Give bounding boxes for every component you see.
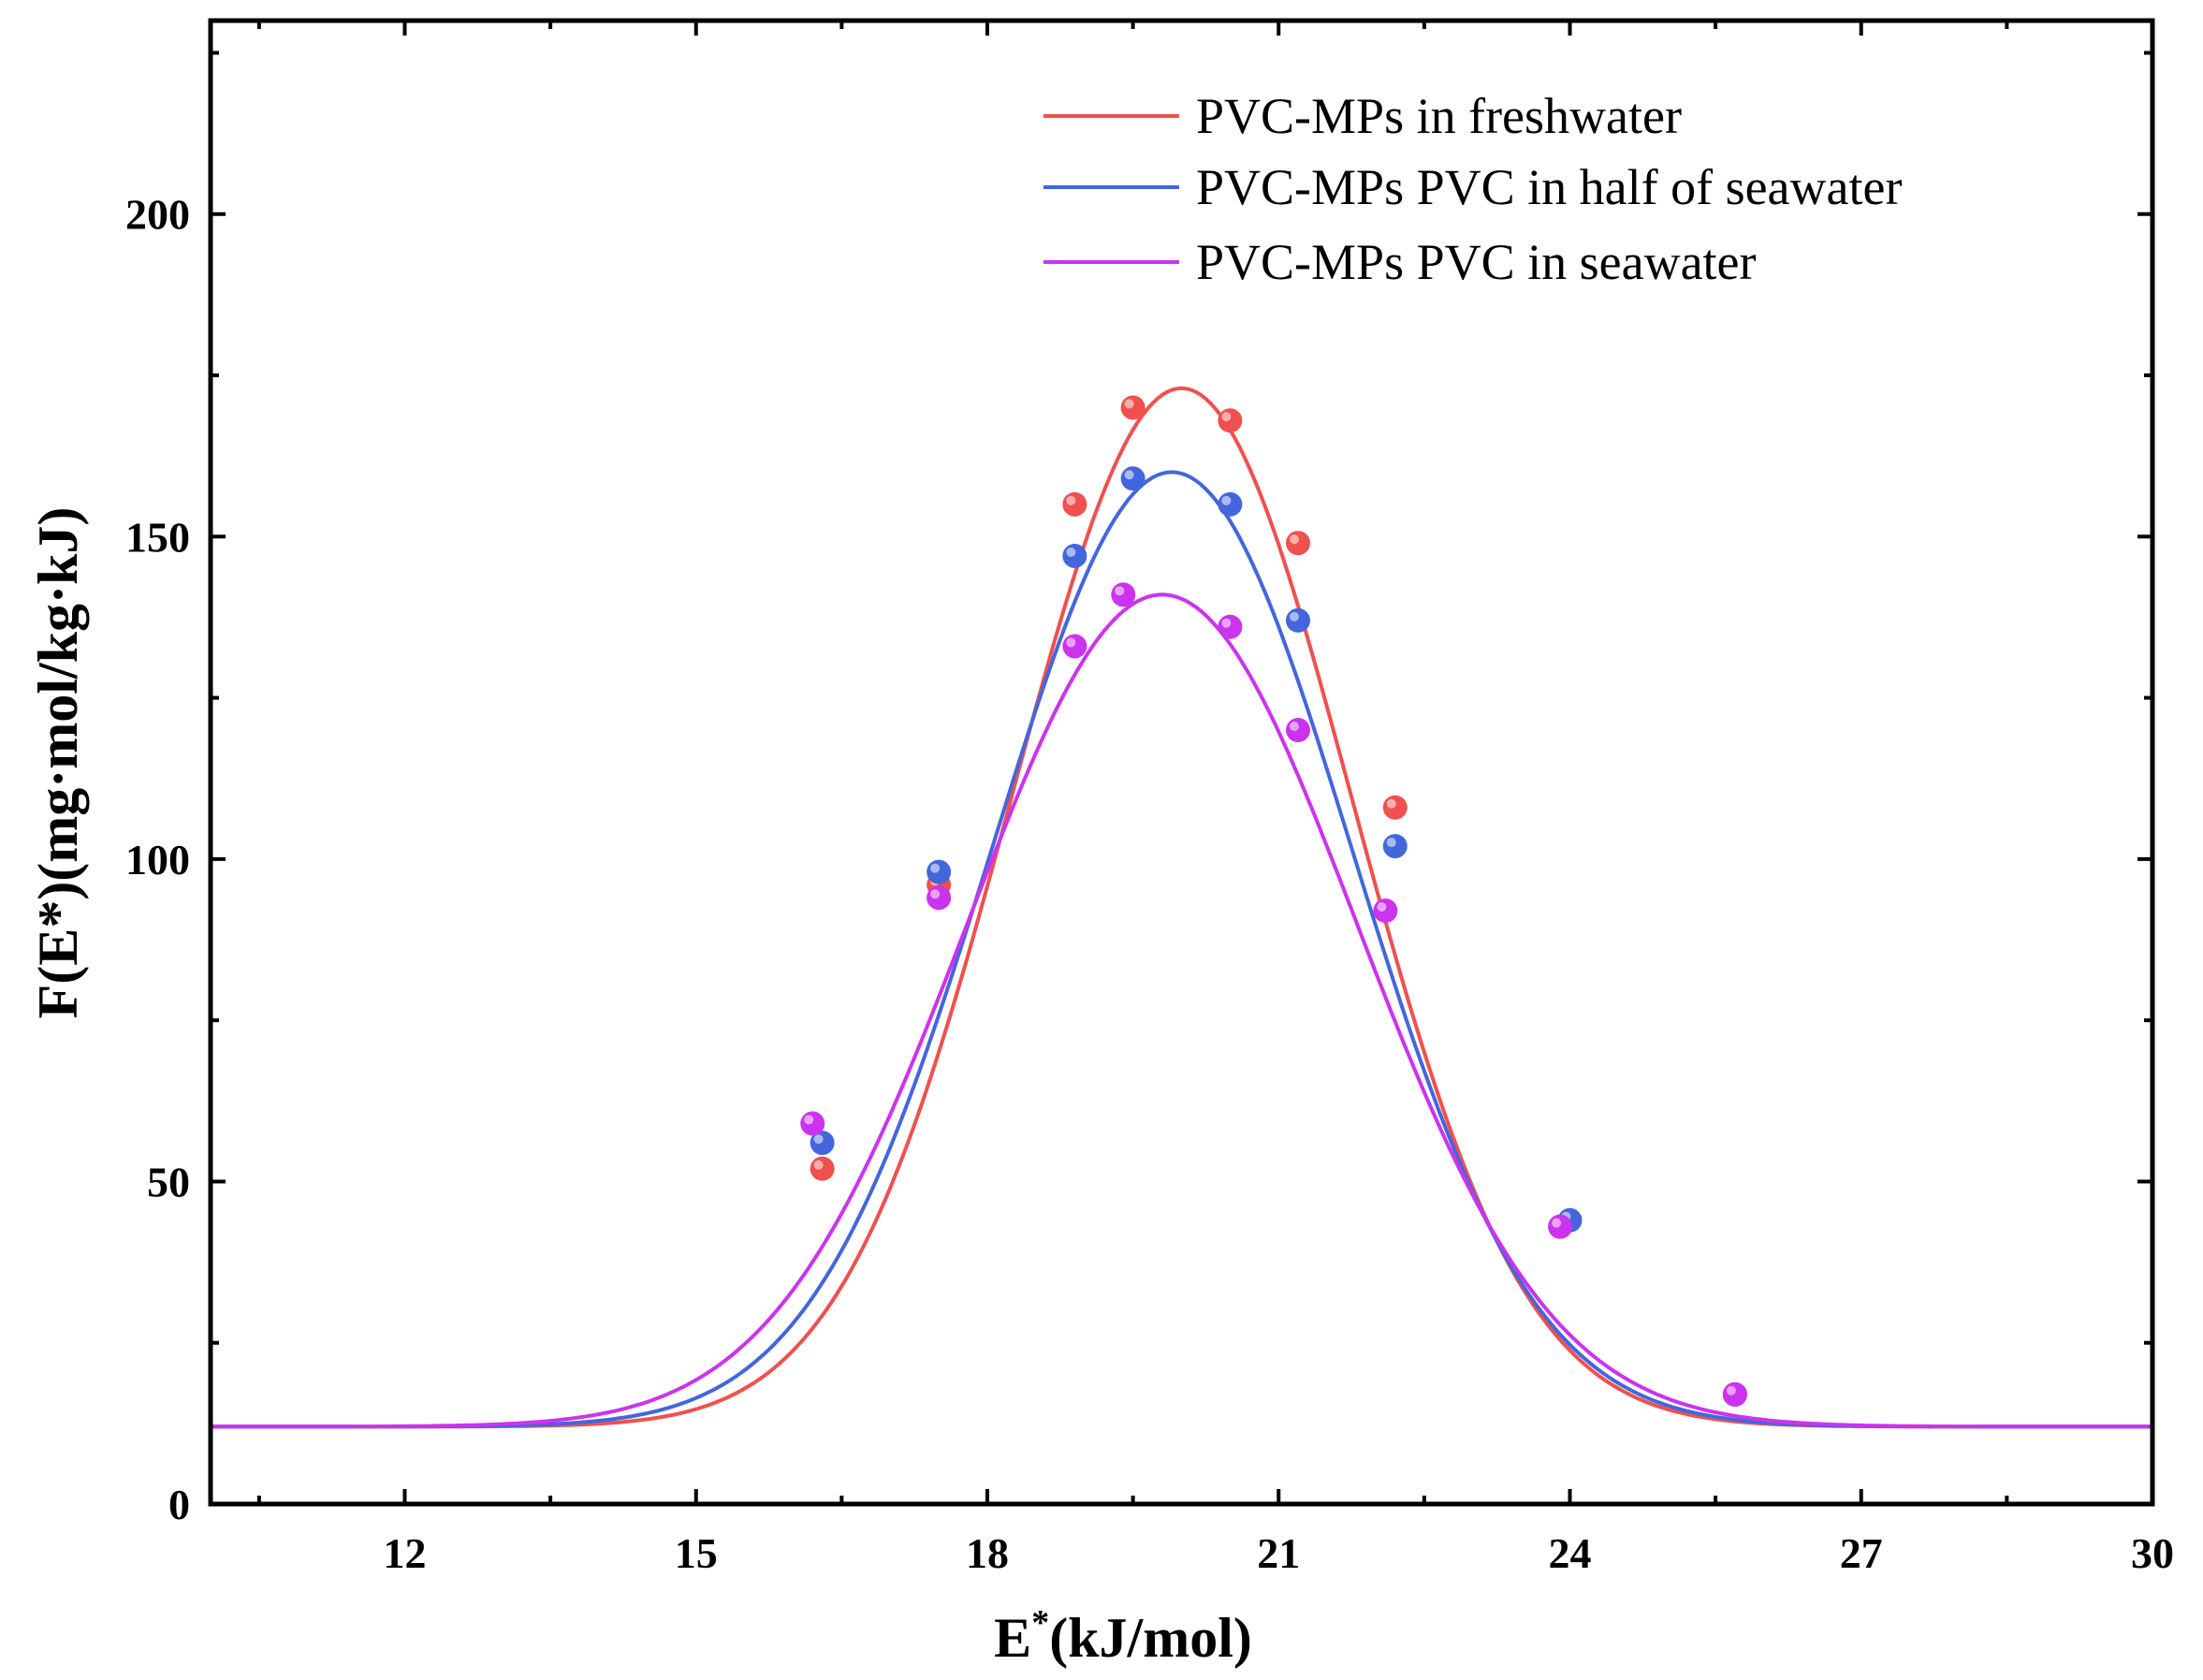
data-point-highlight <box>1552 1218 1562 1228</box>
data-point-highlight <box>1124 399 1134 409</box>
data-point-pvc-mps-pvc-in-seawater-0 <box>800 1111 825 1136</box>
y-tick-label: 200 <box>125 191 190 239</box>
plot-frame <box>208 18 2155 1507</box>
data-point-highlight <box>804 1115 814 1125</box>
data-point-pvc-mps-pvc-in-seawater-2 <box>1062 634 1087 659</box>
x-tick-label: 24 <box>1549 1529 1592 1577</box>
data-point-highlight <box>930 863 941 873</box>
data-point-highlight <box>813 1134 824 1145</box>
x-axis-title-rest: (kJ/mol) <box>1049 1607 1252 1669</box>
data-points <box>800 395 1747 1407</box>
data-point-pvc-mps-in-freshwater-6 <box>1382 795 1408 820</box>
data-point-highlight <box>930 889 941 899</box>
data-point-pvc-mps-pvc-in-half-of-seawater-1 <box>926 859 952 884</box>
x-tick-label: 12 <box>384 1529 427 1577</box>
plot-background <box>211 21 2152 1504</box>
data-point-pvc-mps-pvc-in-half-of-seawater-6 <box>1382 834 1408 859</box>
data-point-highlight <box>1124 470 1134 480</box>
y-axis-title: F(E*)(mg·mol/kg·kJ) <box>27 507 89 1019</box>
data-point-pvc-mps-in-freshwater-0 <box>810 1156 835 1181</box>
y-tick-label: 150 <box>125 513 190 561</box>
y-tick-label: 50 <box>147 1158 190 1205</box>
fit-curves <box>211 386 2152 1429</box>
data-point-pvc-mps-pvc-in-seawater-7 <box>1548 1214 1573 1239</box>
axis-ticks: 12 15 18 21 24 27 30 0 50 100 150 200 <box>125 21 2174 1577</box>
data-point-pvc-mps-pvc-in-seawater-3 <box>1111 582 1136 607</box>
x-tick-label: 21 <box>1257 1529 1300 1577</box>
y-tick-label: 100 <box>125 836 190 884</box>
data-point-pvc-mps-in-freshwater-3 <box>1120 395 1145 420</box>
legend-label-freshwater: PVC-MPs in freshwater <box>1196 88 1682 144</box>
data-point-highlight <box>1290 611 1299 621</box>
x-axis-title: E*(kJ/mol) <box>994 1603 1252 1669</box>
data-point-highlight <box>1290 534 1299 545</box>
data-point-pvc-mps-pvc-in-half-of-seawater-3 <box>1120 466 1145 491</box>
x-tick-label: 27 <box>1840 1529 1883 1577</box>
data-point-highlight <box>1115 586 1125 596</box>
data-point-highlight <box>1221 412 1232 422</box>
data-point-pvc-mps-pvc-in-seawater-4 <box>1218 614 1243 639</box>
data-point-pvc-mps-pvc-in-seawater-5 <box>1286 718 1310 743</box>
data-point-pvc-mps-pvc-in-half-of-seawater-5 <box>1286 607 1310 633</box>
x-axis-title-main: E <box>994 1607 1031 1669</box>
x-axis-title-sup: * <box>1031 1603 1049 1643</box>
data-point-pvc-mps-pvc-in-seawater-6 <box>1373 898 1398 923</box>
x-tick-label: 15 <box>675 1529 718 1577</box>
legend-label-half-seawater: PVC-MPs PVC in half of seawater <box>1196 159 1902 215</box>
data-point-highlight <box>1726 1385 1736 1395</box>
x-tick-label: 18 <box>966 1529 1009 1577</box>
data-point-highlight <box>1221 495 1232 505</box>
legend-label-seawater: PVC-MPs PVC in seawater <box>1196 234 1757 290</box>
data-point-pvc-mps-in-freshwater-5 <box>1286 531 1310 556</box>
data-point-highlight <box>1386 798 1396 809</box>
fit-curve-pvc-mps-pvc-in-seawater <box>211 592 2152 1429</box>
y-tick-label: 0 <box>168 1481 190 1528</box>
data-point-highlight <box>1066 547 1076 557</box>
data-point-highlight <box>1221 618 1232 628</box>
data-point-pvc-mps-in-freshwater-4 <box>1218 408 1243 433</box>
data-point-highlight <box>1377 902 1387 912</box>
data-point-highlight <box>1066 495 1076 505</box>
data-point-highlight <box>813 1160 824 1170</box>
legend: PVC-MPs in freshwater PVC-MPs PVC in hal… <box>1043 88 1902 290</box>
x-tick-label: 30 <box>2131 1529 2174 1577</box>
data-point-pvc-mps-pvc-in-half-of-seawater-2 <box>1062 543 1087 568</box>
data-point-highlight <box>1290 722 1299 732</box>
data-point-pvc-mps-pvc-in-seawater-8 <box>1722 1381 1747 1407</box>
data-point-pvc-mps-pvc-in-half-of-seawater-4 <box>1218 491 1243 517</box>
data-point-pvc-mps-in-freshwater-2 <box>1062 491 1087 517</box>
data-point-highlight <box>1386 838 1396 848</box>
data-point-pvc-mps-pvc-in-seawater-1 <box>926 885 952 911</box>
data-point-highlight <box>1066 637 1076 648</box>
